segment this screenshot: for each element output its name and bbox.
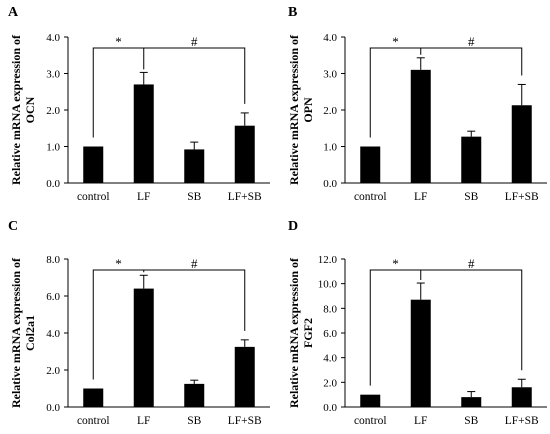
significance-bracket-star bbox=[369, 269, 422, 386]
significance-bracket-hash bbox=[143, 269, 246, 331]
x-tick-label: LF bbox=[137, 191, 150, 203]
bar-sb bbox=[461, 397, 482, 407]
y-tick-label: 2.0 bbox=[46, 105, 60, 117]
x-tick-label: control bbox=[77, 415, 110, 427]
y-tick-label: 3.0 bbox=[46, 69, 60, 81]
bar-lf bbox=[133, 288, 154, 407]
y-tick-label: 2.0 bbox=[323, 105, 337, 117]
y-axis-title-line: Relative mRNA expression of bbox=[287, 34, 301, 185]
bar-control bbox=[83, 146, 104, 183]
panel-b: B 0.0 1.0 2.0 3.0 4.0 Relative mRNA expression… bbox=[287, 5, 547, 203]
y-tick-label: 0.0 bbox=[323, 178, 337, 190]
y-axis-title-line: OCN bbox=[23, 96, 37, 123]
x-tick-label: LF+SB bbox=[505, 191, 539, 203]
panel-letter: D bbox=[288, 219, 298, 234]
y-tick-label: 0.0 bbox=[46, 402, 60, 414]
y-tick-label: 1.0 bbox=[46, 142, 60, 154]
y-tick-label: 3.0 bbox=[323, 69, 337, 81]
panel-a: A 0.0 1.0 2.0 3.0 4.0 Relative mRNA expression… bbox=[8, 5, 270, 203]
significance-bracket-hash bbox=[143, 47, 246, 104]
y-tick-label: 6.0 bbox=[323, 328, 337, 340]
bar-lf bbox=[410, 69, 431, 183]
y-axis-title: Relative mRNA expression ofOPN bbox=[287, 34, 315, 185]
bar-sb bbox=[184, 383, 205, 407]
y-tick-label: 0.0 bbox=[323, 402, 337, 414]
x-tick-label: LF+SB bbox=[228, 191, 262, 203]
x-tick-label: LF bbox=[414, 191, 427, 203]
bar-sb bbox=[184, 149, 205, 183]
y-tick-label: 2.0 bbox=[46, 365, 60, 377]
y-axis-title-line: Relative mRNA expression of bbox=[287, 257, 301, 408]
x-tick-label: LF bbox=[414, 415, 427, 427]
x-tick-label: SB bbox=[187, 191, 201, 203]
significance-star: * bbox=[115, 256, 122, 271]
y-axis-title-line: Relative mRNA expression of bbox=[9, 257, 23, 408]
y-tick-label: 0.0 bbox=[46, 178, 60, 190]
bar-control bbox=[360, 394, 381, 407]
significance-hash: # bbox=[468, 256, 475, 271]
significance-hash: # bbox=[468, 34, 475, 49]
x-tick-label: control bbox=[77, 191, 110, 203]
bar-sb bbox=[461, 136, 482, 183]
y-tick-label: 6.0 bbox=[46, 291, 60, 303]
x-tick-label: LF+SB bbox=[505, 415, 539, 427]
panel-letter: C bbox=[8, 219, 18, 234]
y-tick-label: 4.0 bbox=[46, 328, 60, 340]
y-tick-label: 4.0 bbox=[323, 32, 337, 44]
bar-control bbox=[360, 146, 381, 183]
y-tick-label: 8.0 bbox=[323, 303, 337, 315]
significance-star: * bbox=[115, 34, 122, 49]
x-tick-label: SB bbox=[464, 415, 478, 427]
x-tick-label: control bbox=[354, 191, 387, 203]
y-tick-label: 10.0 bbox=[318, 279, 338, 291]
bar-control bbox=[83, 388, 104, 407]
y-tick-label: 12.0 bbox=[318, 254, 338, 266]
x-tick-label: LF bbox=[137, 415, 150, 427]
significance-hash: # bbox=[191, 34, 198, 49]
bar-lf-sb bbox=[234, 125, 255, 183]
panel-c: C 0.0 2.0 4.0 6.0 8.0 Relative mRNA expression… bbox=[8, 219, 270, 427]
y-tick-label: 1.0 bbox=[323, 142, 337, 154]
bar-lf-sb bbox=[511, 387, 532, 407]
x-tick-label: SB bbox=[187, 415, 201, 427]
significance-bracket-star bbox=[92, 269, 145, 380]
significance-star: * bbox=[392, 34, 399, 49]
x-tick-label: SB bbox=[464, 191, 478, 203]
significance-bracket-hash bbox=[420, 269, 523, 371]
y-axis-title-line: Relative mRNA expression of bbox=[9, 34, 23, 185]
bar-lf-sb bbox=[511, 105, 532, 183]
x-tick-label: LF+SB bbox=[228, 415, 262, 427]
significance-bracket-hash bbox=[420, 47, 523, 76]
y-axis-title-line: FGF2 bbox=[301, 318, 315, 348]
significance-bracket-star bbox=[92, 47, 145, 138]
significance-hash: # bbox=[191, 256, 198, 271]
y-tick-label: 4.0 bbox=[323, 353, 337, 365]
panel-letter: A bbox=[8, 5, 19, 20]
y-tick-label: 8.0 bbox=[46, 254, 60, 266]
bar-lf bbox=[410, 299, 431, 407]
bar-lf bbox=[133, 84, 154, 183]
y-axis-title: Relative mRNA expression ofCol2a1 bbox=[9, 257, 37, 408]
y-tick-label: 2.0 bbox=[323, 377, 337, 389]
y-axis-title-line: Col2a1 bbox=[23, 315, 37, 351]
significance-bracket-star bbox=[369, 47, 422, 138]
y-axis-title: Relative mRNA expression ofOCN bbox=[9, 34, 37, 185]
panel-letter: B bbox=[288, 5, 297, 20]
y-axis-title: Relative mRNA expression ofFGF2 bbox=[287, 257, 315, 408]
significance-star: * bbox=[392, 256, 399, 271]
x-tick-label: control bbox=[354, 415, 387, 427]
y-tick-label: 4.0 bbox=[46, 32, 60, 44]
bar-lf-sb bbox=[234, 346, 255, 407]
y-axis-title-line: OPN bbox=[301, 97, 315, 123]
